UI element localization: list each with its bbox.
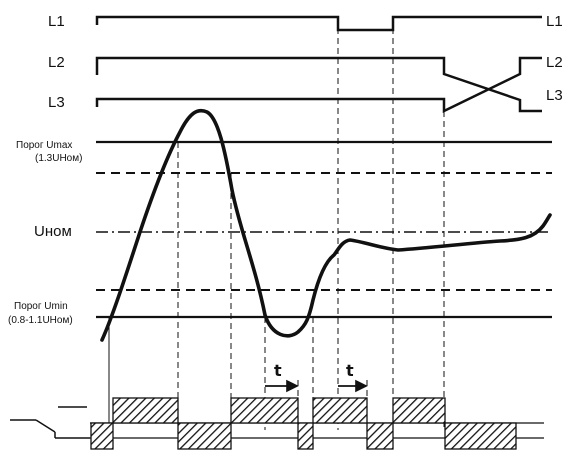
upper-contact-pulses [112,397,446,424]
delay-label-1: t [274,361,282,380]
l1-label-right: L1 [546,13,563,30]
umin-threshold-label: Порог Umin [14,301,68,312]
lower-pulse-3 [297,422,314,450]
l1-phase-line [95,15,542,32]
upper-pulse-1 [112,397,179,424]
l2-label-left: L2 [48,54,65,71]
upper-pulse-2 [230,397,299,424]
lower-pulse-5 [444,422,517,450]
upper-pulse-3 [312,397,368,424]
delay-label-2: t [346,361,354,380]
lower-pulse-1 [90,422,114,450]
event-markers [177,28,445,430]
umax-threshold-label: Порог Umax [16,140,72,151]
lower-pulse-4 [366,422,394,450]
lower-contact-pulses [90,422,517,450]
unom-label: Uном [34,223,72,240]
umax-threshold-value: (1.3UНом) [35,153,82,164]
l2-label-right: L2 [546,54,563,71]
l3-label-left: L3 [48,94,65,111]
upper-pulse-4 [392,397,446,424]
voltage-curve [100,108,552,342]
relay-contact-symbol [10,406,90,439]
l1-label-left: L1 [48,13,65,30]
lower-pulse-2 [177,422,232,450]
umin-threshold-value: (0.8-1.1UНом) [8,315,73,326]
l3-label-right: L3 [546,87,563,104]
l2-phase-line [95,56,542,113]
